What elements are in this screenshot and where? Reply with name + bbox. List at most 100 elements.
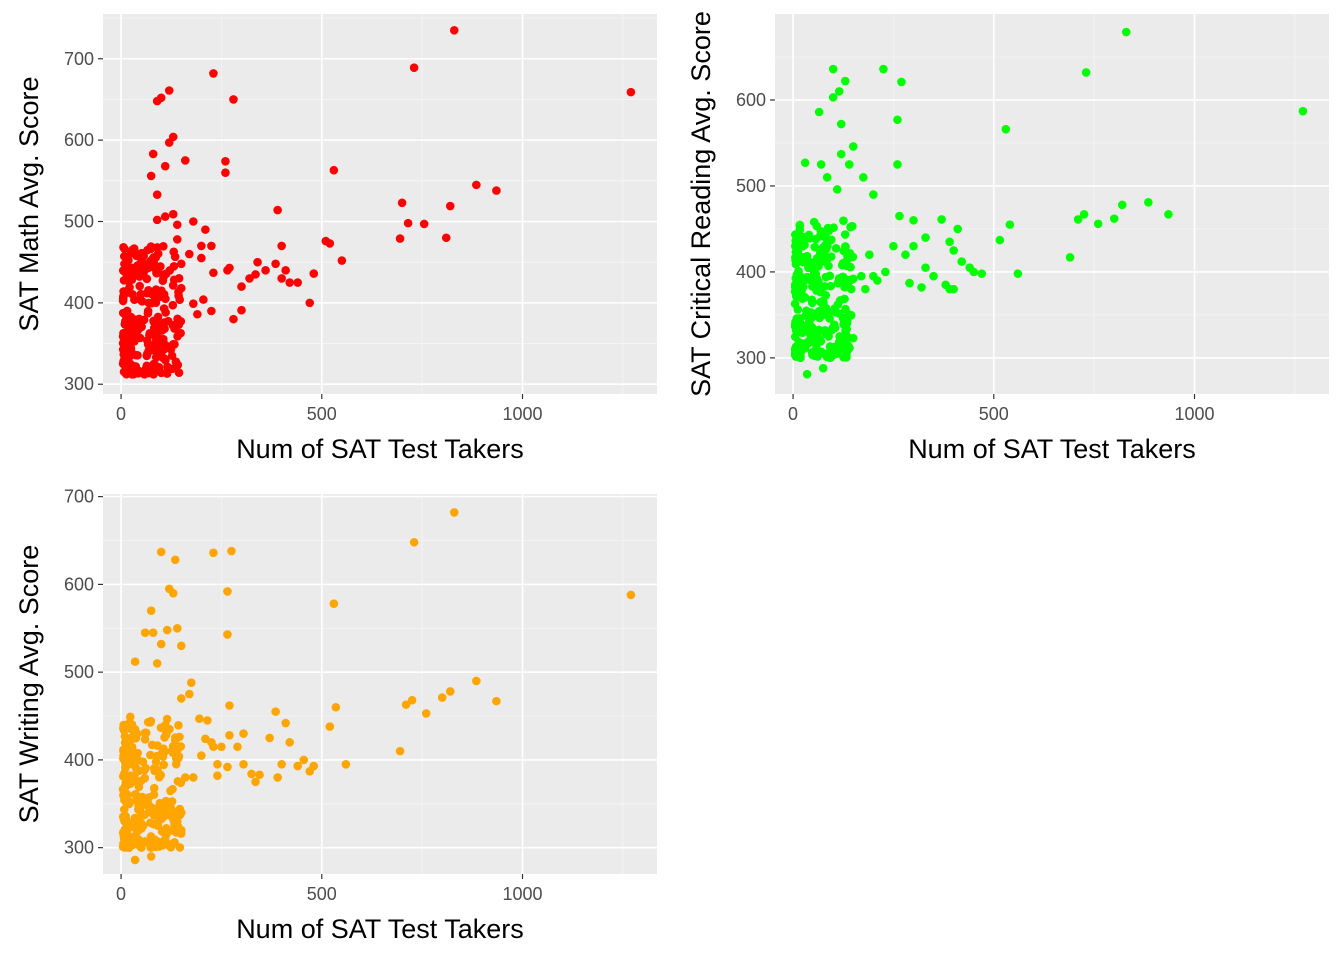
writing-y-ticks — [98, 496, 103, 849]
math-point — [281, 266, 290, 275]
writing-point — [233, 742, 242, 752]
math-point — [176, 283, 186, 293]
writing-point — [255, 770, 264, 780]
writing-point — [119, 720, 128, 730]
math-point — [309, 269, 319, 278]
reading-point — [893, 160, 902, 169]
reading-point — [796, 353, 805, 363]
math-point — [119, 276, 129, 285]
math-point — [156, 262, 165, 271]
reading-point — [836, 119, 846, 129]
math-point — [144, 286, 153, 295]
writing-point — [421, 709, 431, 718]
math-point — [199, 295, 208, 304]
reading-point — [840, 282, 849, 292]
reading-point — [977, 269, 987, 278]
reading-point — [810, 242, 820, 252]
writing-point — [331, 702, 341, 712]
writing-point — [130, 855, 140, 865]
writing-point — [120, 732, 130, 741]
writing-y-tick-labels: 300 400 500 600 700 — [64, 487, 94, 858]
math-point — [144, 346, 154, 355]
reading-point — [807, 276, 816, 285]
math-point — [120, 244, 129, 254]
writing-point — [209, 548, 218, 558]
math-point — [207, 241, 216, 251]
writing-point — [146, 818, 155, 828]
math-point — [164, 138, 174, 147]
writing-point — [213, 760, 222, 769]
reading-panel: 0 500 1000 300 400 500 600 Num of SAT Test Ta… — [672, 0, 1344, 480]
math-plot-background — [103, 14, 657, 394]
reading-point — [800, 158, 810, 168]
writing-point — [127, 742, 137, 752]
math-y-axis-title: SAT Math Avg. Score — [14, 76, 44, 331]
math-point — [153, 243, 162, 252]
writing-point — [146, 718, 155, 727]
math-point — [337, 256, 347, 265]
reading-point — [889, 241, 898, 251]
math-point — [445, 201, 455, 211]
math-point — [146, 171, 156, 181]
math-point — [159, 354, 169, 363]
math-x-tick-label: 500 — [307, 404, 337, 424]
reading-point — [821, 329, 830, 339]
math-point — [209, 69, 218, 78]
writing-point — [293, 761, 303, 771]
writing-point — [168, 588, 178, 598]
math-point — [492, 186, 501, 195]
writing-y-tick-label: 600 — [64, 574, 94, 594]
math-y-tick-label: 500 — [64, 211, 94, 231]
writing-point — [626, 590, 636, 600]
reading-point — [832, 185, 842, 194]
writing-point — [160, 834, 170, 844]
reading-point — [814, 334, 824, 344]
math-x-tick-label: 0 — [116, 404, 126, 424]
math-point — [164, 86, 174, 95]
math-point — [143, 259, 152, 269]
math-point — [148, 149, 158, 159]
math-x-axis-title: Num of SAT Test Takers — [236, 434, 524, 464]
math-point — [151, 253, 161, 262]
reading-point — [953, 224, 962, 234]
writing-point — [445, 687, 455, 696]
reading-point — [842, 316, 852, 326]
reading-point — [909, 241, 918, 251]
math-point — [118, 332, 128, 341]
math-point — [124, 256, 133, 265]
reading-point — [1144, 197, 1153, 207]
math-point — [160, 212, 170, 221]
math-point — [409, 63, 419, 73]
math-point — [168, 209, 178, 219]
writing-point — [166, 804, 176, 814]
reading-x-tick-label: 500 — [979, 404, 1009, 424]
writing-x-ticks — [120, 874, 524, 879]
writing-point — [265, 733, 274, 743]
writing-point — [409, 537, 419, 547]
writing-y-tick-label: 300 — [64, 838, 94, 858]
reading-point — [881, 267, 890, 277]
writing-point — [146, 802, 156, 812]
writing-point — [123, 795, 133, 805]
math-point — [169, 247, 179, 257]
writing-point — [271, 707, 280, 716]
reading-y-tick-label: 300 — [736, 348, 766, 368]
reading-point — [802, 369, 812, 379]
reading-point — [1005, 220, 1015, 229]
writing-point — [127, 820, 137, 830]
writing-point — [120, 786, 130, 796]
writing-point — [151, 757, 161, 767]
reading-y-axis-title: SAT Critical Reading Avg. Score — [686, 11, 716, 397]
reading-point — [791, 273, 801, 283]
writing-point — [130, 725, 140, 734]
writing-point — [156, 806, 165, 816]
math-point — [277, 274, 286, 283]
math-point — [154, 362, 164, 372]
reading-point — [811, 309, 820, 318]
math-panel: 0 500 1000 300 400 500 600 700 Num of SAT Test… — [0, 0, 672, 480]
math-point — [237, 305, 246, 315]
math-point — [153, 319, 162, 328]
math-point — [139, 315, 149, 325]
math-point — [185, 249, 194, 259]
reading-point — [792, 314, 802, 323]
